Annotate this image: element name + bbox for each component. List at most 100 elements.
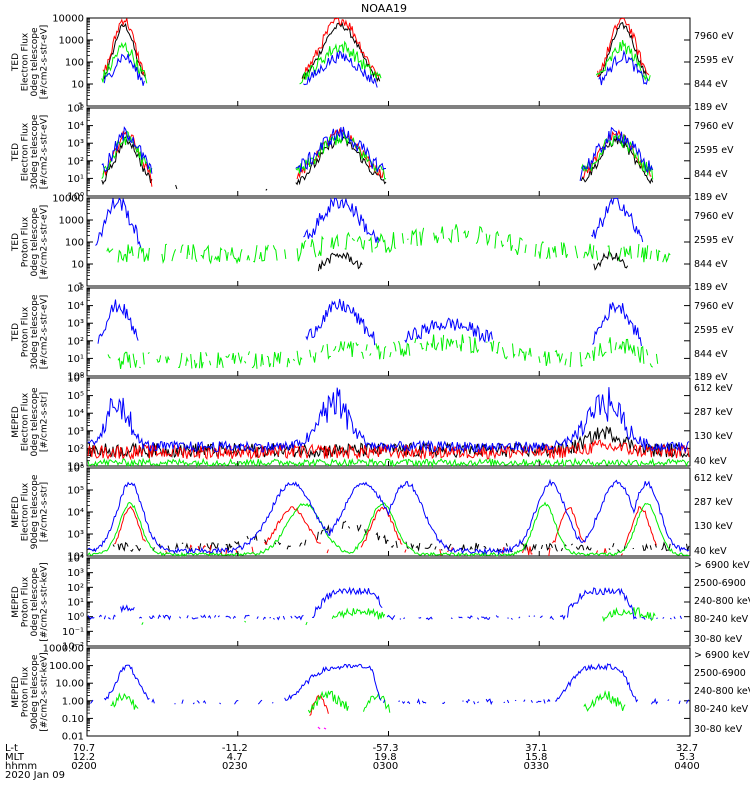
- legend-entry: 30-80 keV: [694, 634, 743, 645]
- y-tick-label: 1000: [59, 36, 84, 47]
- y-tick-label: 10: [71, 80, 84, 91]
- x-tick-label-mlt: 5.3: [679, 752, 695, 763]
- legend-entry: 287 keV: [694, 497, 733, 508]
- panel-frame: [86, 557, 691, 647]
- y-tick-label: 10⁴: [67, 508, 84, 519]
- series-line-green: [87, 501, 690, 558]
- y-axis-label-line: Proton Flux: [21, 576, 31, 627]
- y-tick-label: 10: [71, 260, 84, 271]
- y-tick-label: 10¹: [67, 354, 84, 365]
- y-axis-label-line: MEPED: [11, 496, 21, 528]
- x-tick-label-lt: 32.7: [676, 743, 698, 754]
- panel-5: 10¹ 10² 10³ 10⁴ 10⁵ 10⁶ MEPED Electron Flux 0deg…: [11, 374, 733, 473]
- panel-3: 1 10 100 1000 10000 TED Proton Flux 0deg telesc…: [11, 194, 734, 294]
- y-axis-label-line: 0deg telescope: [30, 207, 40, 277]
- legend-entry: 7960 eV: [694, 211, 734, 222]
- y-tick-label: 10²: [67, 583, 84, 594]
- panel-frame: [86, 17, 691, 107]
- legend-entry: 2595 eV: [694, 145, 734, 156]
- y-axis-label-line: Electron Flux: [21, 482, 31, 541]
- x-tick-label-lt: 37.1: [525, 743, 547, 754]
- y-tick-label: 10⁵: [67, 284, 84, 295]
- y-axis-label-line: Proton Flux: [21, 666, 31, 717]
- y-axis-label-line: 90deg telescope: [30, 474, 40, 549]
- x-tick-label-lt: 70.7: [73, 743, 95, 754]
- x-tick-label-hhmm: 0400: [674, 761, 699, 772]
- y-tick-label: 10.00: [55, 679, 84, 690]
- legend-entry: 189 eV: [694, 192, 728, 203]
- panel-frame: [86, 287, 691, 377]
- x-axis-row-label: L-t: [5, 743, 18, 754]
- y-axis-label-line: [#/cm2-s-str-eV]: [40, 295, 50, 370]
- series-line-red: [114, 507, 687, 556]
- y-tick-label: 1: [78, 102, 84, 113]
- y-axis-label-line: TED: [11, 143, 21, 162]
- y-tick-label: 10⁶: [67, 464, 84, 475]
- y-axis-label-line: Proton Flux: [21, 216, 31, 267]
- legend-entry: 2500-6900: [694, 668, 746, 679]
- panel-6: 10² 10³ 10⁴ 10⁵ 10⁶ MEPED Electron Flux 90deg t…: [11, 464, 733, 563]
- y-tick-label: 10³: [67, 139, 84, 150]
- series-line-green: [101, 130, 654, 180]
- y-axis-label-line: TED: [11, 53, 21, 72]
- y-tick-label: 10⁴: [67, 554, 84, 565]
- series-line-magenta: [317, 726, 327, 730]
- y-axis-label-line: 30deg telescope: [30, 294, 40, 369]
- legend-entry: 189 eV: [694, 102, 728, 113]
- x-tick-label-hhmm: 0230: [222, 761, 247, 772]
- y-axis-label-line: 0deg telescope: [30, 27, 40, 97]
- panel-frame: [86, 107, 691, 197]
- y-axis-label-line: Electron Flux: [21, 32, 31, 91]
- panel-2: 10⁰ 10¹ 10² 10³ 10⁴ 10⁵ TED Electron Flux 30deg …: [11, 104, 734, 204]
- series-line-green: [106, 224, 671, 265]
- legend-entry: 189 eV: [694, 372, 728, 383]
- y-tick-label: 10³: [67, 530, 84, 541]
- y-axis-label-line: MEPED: [11, 406, 21, 438]
- y-tick-label: 10³: [67, 426, 84, 437]
- x-axis-row-label: MLT: [5, 752, 25, 763]
- panel-frame: [86, 197, 691, 287]
- x-tick-label-mlt: 12.2: [73, 752, 95, 763]
- y-tick-label: 1000: [59, 216, 84, 227]
- y-tick-label: 10¹: [67, 462, 84, 473]
- series-line-green: [101, 39, 651, 85]
- series-line-red: [102, 128, 652, 187]
- y-tick-label: 10²: [67, 336, 84, 347]
- y-axis-label-line: Electron Flux: [21, 122, 31, 181]
- legend-entry: 80-240 keV: [694, 704, 749, 715]
- series-line-black: [317, 251, 629, 272]
- y-axis-label-line: TED: [11, 233, 21, 252]
- legend-entry: 612 keV: [694, 473, 733, 484]
- series-line-red: [103, 18, 685, 82]
- figure-title: NOAA19: [361, 2, 407, 15]
- y-axis-label-line: [#/cm2-s-str-eV]: [40, 25, 50, 100]
- x-axis-row-label: hhmm: [5, 761, 37, 772]
- legend-entry: > 6900 keV: [694, 650, 750, 661]
- legend-entry: 80-240 keV: [694, 614, 749, 625]
- y-tick-label: 1: [78, 282, 84, 293]
- series-line-green: [142, 607, 664, 625]
- series-line-blue: [101, 126, 654, 181]
- legend-entry: 844 eV: [694, 259, 728, 270]
- y-axis-label-line: [#/cm2-s-str-keV]: [40, 562, 50, 641]
- legend-entry: 130 keV: [694, 431, 733, 442]
- y-axis-label-line: 0deg telescope: [30, 567, 40, 637]
- y-tick-label: 100.00: [49, 661, 84, 672]
- legend-entry: 2595 eV: [694, 55, 734, 66]
- y-tick-label: 10⁵: [67, 486, 84, 497]
- series-line-blue: [87, 387, 690, 454]
- y-tick-label: 10000: [52, 194, 84, 205]
- series-line-green: [107, 334, 659, 369]
- y-axis-label-line: 90deg telescope: [30, 654, 40, 729]
- legend-entry: 30-80 keV: [694, 724, 743, 735]
- x-tick-label-hhmm: 0330: [524, 761, 549, 772]
- x-tick-label-mlt: 19.8: [374, 752, 396, 763]
- panel-8: 0.01 0.10 1.00 10.00 100.00 1000.00 MEPED Proto…: [11, 644, 750, 743]
- x-tick-label-hhmm: 0200: [71, 761, 96, 772]
- y-tick-label: 10²: [67, 156, 84, 167]
- panel-1: 1 10 100 1000 10000 TED Electron Flux 0deg tele…: [11, 14, 734, 114]
- x-tick-label-lt: -57.3: [373, 743, 399, 754]
- y-tick-label: 10⁶: [67, 374, 84, 385]
- series-line-blue: [95, 197, 644, 248]
